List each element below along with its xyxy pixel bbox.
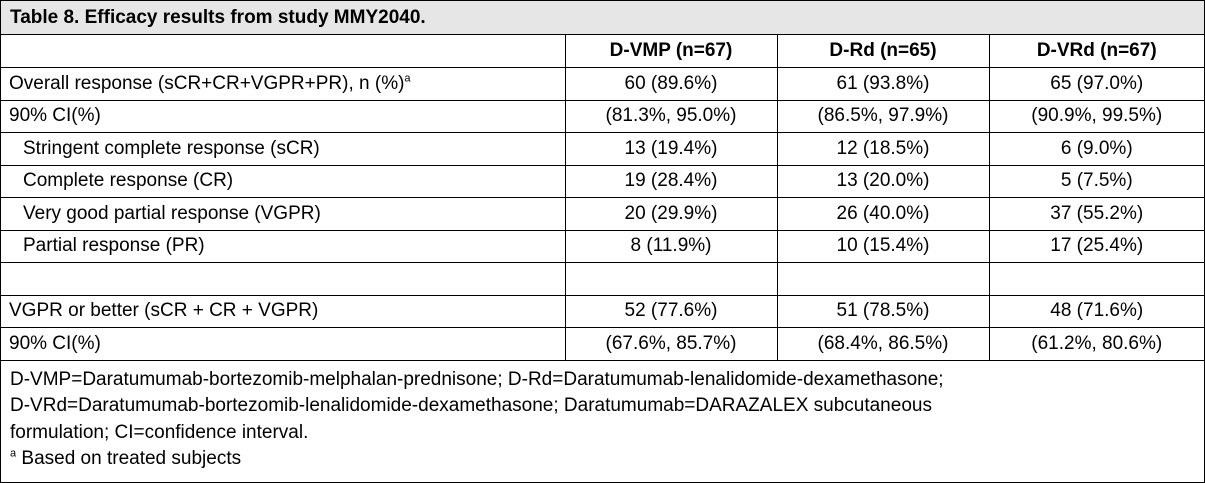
cell-dvmp: (81.3%, 95.0%) bbox=[564, 99, 778, 133]
header-cell-dvmp: D-VMP (n=67) bbox=[564, 35, 778, 68]
cell-dvrd: 65 (97.0%) bbox=[988, 67, 1204, 101]
table-row: 90% CI(%) (67.6%, 85.7%) (68.4%, 86.5%) … bbox=[1, 327, 1204, 361]
footnote-text: Based on treated subjects bbox=[16, 448, 242, 469]
footnote-marker: a bbox=[10, 447, 17, 460]
cell-drd: 26 (40.0%) bbox=[776, 197, 990, 231]
row-label: Complete response (CR) bbox=[1, 164, 566, 198]
cell-dvrd: 48 (71.6%) bbox=[988, 294, 1204, 328]
cell-drd: 13 (20.0%) bbox=[776, 164, 990, 198]
cell-dvmp: 19 (28.4%) bbox=[564, 164, 778, 198]
cell-dvmp: 13 (19.4%) bbox=[564, 132, 778, 166]
row-label bbox=[1, 262, 566, 296]
header-row: D-VMP (n=67) D-Rd (n=65) D-VRd (n=67) bbox=[1, 35, 1204, 68]
row-label: 90% CI(%) bbox=[1, 99, 566, 133]
table-row: Very good partial response (VGPR) 20 (29… bbox=[1, 197, 1204, 231]
row-label: Partial response (PR) bbox=[1, 229, 566, 263]
efficacy-table: D-VMP (n=67) D-Rd (n=65) D-VRd (n=67) Ov… bbox=[1, 35, 1204, 361]
footnote-line: D-VRd=Daratumumab-bortezomib-lenalidomid… bbox=[10, 395, 932, 416]
row-label: Overall response (sCR+CR+VGPR+PR), n (%)… bbox=[1, 67, 566, 101]
table-row: Stringent complete response (sCR) 13 (19… bbox=[1, 132, 1204, 166]
cell-dvrd: (90.9%, 99.5%) bbox=[988, 99, 1204, 133]
cell-dvrd: (61.2%, 80.6%) bbox=[988, 327, 1204, 361]
table-row: Overall response (sCR+CR+VGPR+PR), n (%)… bbox=[1, 67, 1204, 101]
cell-dvrd: 37 (55.2%) bbox=[988, 197, 1204, 231]
cell-dvmp: 60 (89.6%) bbox=[564, 67, 778, 101]
header-cell-drd: D-Rd (n=65) bbox=[776, 35, 990, 68]
cell-dvrd bbox=[988, 262, 1204, 296]
header-cell-dvrd: D-VRd (n=67) bbox=[988, 35, 1204, 68]
header-cell-empty bbox=[1, 35, 566, 68]
table-row: 90% CI(%) (81.3%, 95.0%) (86.5%, 97.9%) … bbox=[1, 99, 1204, 133]
footnote-line: formulation; CI=confidence interval. bbox=[10, 421, 309, 443]
cell-dvmp: 52 (77.6%) bbox=[564, 294, 778, 328]
table-row: Complete response (CR) 19 (28.4%) 13 (20… bbox=[1, 164, 1204, 198]
footnote-marker: a bbox=[404, 72, 411, 85]
row-label: Very good partial response (VGPR) bbox=[1, 197, 566, 231]
cell-drd: 10 (15.4%) bbox=[776, 229, 990, 263]
table-title: Table 8. Efficacy results from study MMY… bbox=[1, 1, 1204, 35]
footnote-line: D-VMP=Daratumumab-bortezomib-melphalan-p… bbox=[10, 368, 944, 390]
cell-drd: 51 (78.5%) bbox=[776, 294, 990, 328]
footnote-line: a Based on treated subjects bbox=[10, 446, 1196, 473]
cell-drd: 12 (18.5%) bbox=[776, 132, 990, 166]
table-row: VGPR or better (sCR + CR + VGPR) 52 (77.… bbox=[1, 294, 1204, 328]
row-label-text: Overall response (sCR+CR+VGPR+PR), n (%) bbox=[9, 72, 405, 94]
cell-dvrd: 6 (9.0%) bbox=[988, 132, 1204, 166]
cell-dvmp: 8 (11.9%) bbox=[564, 229, 778, 263]
cell-dvmp: (67.6%, 85.7%) bbox=[564, 327, 778, 361]
table-footnotes: D-VMP=Daratumumab-bortezomib-melphalan-p… bbox=[1, 361, 1204, 477]
cell-dvrd: 5 (7.5%) bbox=[988, 164, 1204, 198]
row-label: VGPR or better (sCR + CR + VGPR) bbox=[1, 294, 566, 328]
cell-drd: 61 (93.8%) bbox=[776, 67, 990, 101]
cell-dvmp bbox=[564, 262, 778, 296]
cell-dvmp: 20 (29.9%) bbox=[564, 197, 778, 231]
row-label: Stringent complete response (sCR) bbox=[1, 132, 566, 166]
row-label: 90% CI(%) bbox=[1, 327, 566, 361]
cell-drd: (86.5%, 97.9%) bbox=[776, 99, 990, 133]
table-row-empty bbox=[1, 262, 1204, 296]
table-row: Partial response (PR) 8 (11.9%) 10 (15.4… bbox=[1, 229, 1204, 263]
cell-dvrd: 17 (25.4%) bbox=[988, 229, 1204, 263]
cell-drd: (68.4%, 86.5%) bbox=[776, 327, 990, 361]
cell-drd bbox=[776, 262, 990, 296]
